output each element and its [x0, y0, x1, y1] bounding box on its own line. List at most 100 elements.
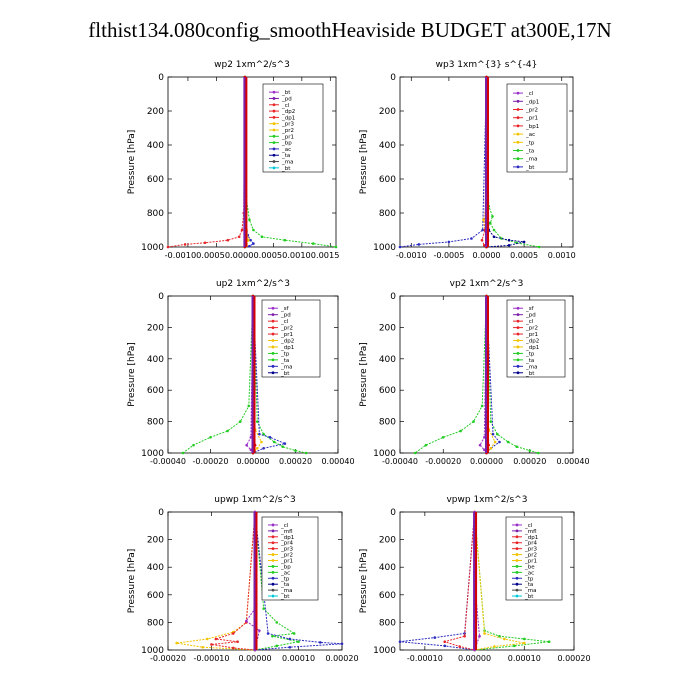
legend-box	[506, 299, 566, 378]
chart-title: up2 1xm^2/s^3	[216, 279, 290, 289]
legend-label: _cl	[525, 91, 534, 97]
x-tick-label: -0.00010	[407, 654, 443, 663]
legend-marker	[516, 149, 520, 152]
legend-label: _tp	[525, 351, 535, 357]
y-tick-label: 800	[379, 418, 396, 428]
legend-marker	[272, 128, 276, 132]
legend-label: _bp	[281, 141, 292, 147]
series-point	[413, 451, 417, 455]
x-tick-label: 0.00020	[557, 654, 590, 663]
y-tick-label: 200	[379, 107, 396, 117]
legend-marker	[516, 108, 520, 111]
legend-marker	[516, 313, 520, 317]
legend-marker	[272, 109, 276, 113]
y-tick-label: 1000	[373, 646, 396, 656]
series-point	[247, 404, 251, 408]
legend-marker	[271, 345, 275, 349]
legend-marker	[271, 576, 275, 580]
legend-marker	[272, 97, 276, 100]
series-line-dp2	[167, 76, 246, 248]
legend-label: _tp	[280, 351, 290, 357]
legend-marker	[516, 319, 520, 323]
series-point	[292, 632, 296, 635]
legend-label: _bp1	[525, 124, 539, 130]
series-point	[248, 218, 251, 222]
legend-marker	[271, 523, 275, 527]
legend-label: _tp	[524, 576, 534, 582]
x-tick-label: 0.00000	[238, 654, 271, 663]
x-tick-label: -0.00010	[194, 654, 230, 663]
legend-label: _pd	[281, 96, 292, 102]
legend-label: _dp1	[524, 535, 538, 541]
series-point	[472, 420, 475, 423]
x-tick-label: 0.00010	[282, 654, 315, 663]
legend-marker	[516, 339, 520, 342]
y-tick-label: 600	[147, 175, 164, 185]
series-point	[192, 443, 195, 447]
legend-marker	[271, 332, 275, 336]
series-point	[478, 443, 482, 447]
series-point	[236, 640, 239, 644]
y-tick-label: 800	[147, 209, 164, 219]
y-tick-label: 400	[379, 141, 396, 151]
legend-label: _pr2	[280, 326, 293, 332]
legend-label: _ma	[524, 588, 536, 594]
legend-label: _bt	[280, 594, 290, 600]
y-axis-label: Pressure [hPa]	[359, 342, 369, 407]
series-point	[246, 238, 250, 242]
legend-marker	[272, 153, 276, 157]
legend-marker	[515, 529, 519, 533]
legend-label: _dp1	[525, 99, 539, 105]
legend-label: _ta	[524, 582, 533, 588]
legend-marker	[271, 565, 275, 568]
y-tick-label: 400	[147, 141, 164, 151]
legend-marker	[516, 140, 520, 144]
legend-marker	[272, 122, 276, 126]
legend-label: _bt	[525, 371, 535, 377]
legend-label: _ta	[280, 582, 289, 588]
legend-label: _ac	[280, 570, 290, 576]
legend-label: _pr1	[280, 332, 293, 338]
legend-label: _bp	[280, 564, 291, 570]
legend-marker	[515, 553, 519, 556]
chart-title: upwp 1xm^2/s^3	[214, 495, 295, 505]
series-point	[283, 442, 287, 445]
series-point	[260, 440, 263, 444]
series-point	[203, 241, 207, 245]
y-tick-label: 600	[379, 175, 396, 185]
legend-label: _ma	[525, 364, 537, 370]
legend-label: _mfl	[524, 529, 537, 535]
series-point	[294, 449, 297, 452]
series-point	[281, 445, 285, 449]
legend-label: _bt	[525, 165, 535, 171]
legend-marker	[516, 332, 520, 336]
y-tick-label: 400	[147, 563, 164, 573]
series-line-dp1	[442, 511, 476, 651]
series-point	[258, 629, 261, 632]
legend-label: _ac	[281, 147, 291, 153]
series-point	[283, 238, 287, 242]
legend-marker	[516, 116, 520, 120]
y-axis-label: Pressure [hPa]	[359, 130, 369, 195]
y-tick-label: 0	[390, 508, 396, 518]
series-point	[288, 645, 292, 649]
series-point	[183, 243, 187, 246]
y-tick-label: 200	[147, 536, 164, 546]
x-tick-label: 0.0005	[510, 251, 538, 260]
series-point	[496, 432, 499, 436]
chart-title: wp3 1xm^{3} s^{-4}	[436, 60, 538, 70]
legend-label: _ta	[525, 358, 534, 364]
legend-marker	[516, 371, 520, 375]
y-tick-label: 1000	[141, 243, 164, 253]
legend-marker	[272, 134, 276, 138]
plot-frame	[167, 76, 337, 248]
series-point	[271, 634, 274, 638]
series-point	[252, 228, 255, 232]
y-tick-label: 1000	[141, 449, 164, 459]
legend-label: _pr3	[280, 547, 294, 553]
x-tick-label: 0.00040	[321, 457, 354, 466]
legend-label: _dp2	[525, 339, 539, 345]
legend-marker	[271, 352, 275, 355]
y-tick-label: 200	[147, 107, 164, 117]
series-point	[483, 448, 486, 452]
